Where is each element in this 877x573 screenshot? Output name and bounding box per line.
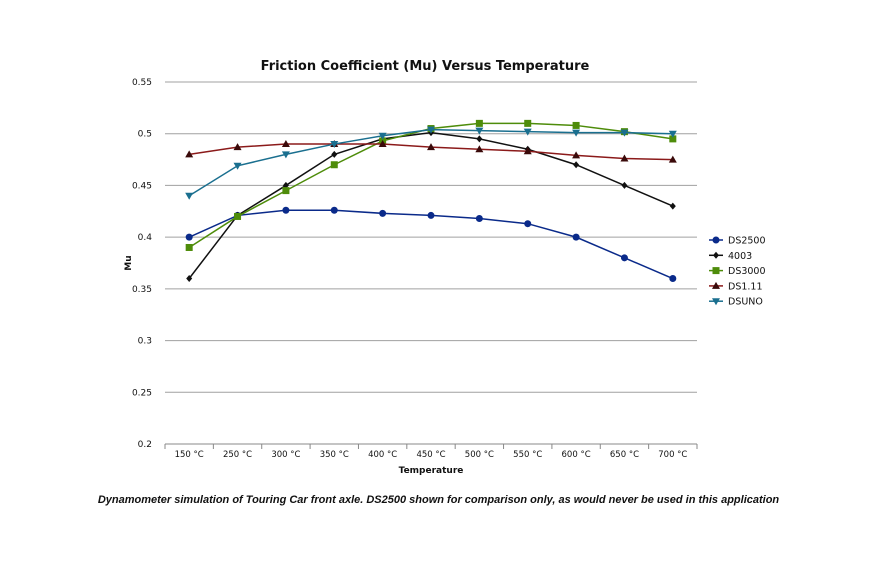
x-tick-label: 650 °C <box>610 450 639 460</box>
x-tick-label: 400 °C <box>368 450 397 460</box>
y-tick-label: 0.45 <box>132 181 152 191</box>
data-point <box>573 161 580 169</box>
x-tick-label: 500 °C <box>465 450 494 460</box>
data-point <box>475 215 483 223</box>
data-point <box>668 130 677 138</box>
data-point <box>379 209 387 217</box>
x-tick-label: 300 °C <box>271 450 300 460</box>
data-point <box>620 254 628 262</box>
x-tick-label: 250 °C <box>223 450 252 460</box>
data-point <box>282 206 290 214</box>
x-tick-label: 550 °C <box>513 450 542 460</box>
data-point <box>185 243 193 251</box>
x-tick-label: 350 °C <box>320 450 349 460</box>
series-4003 <box>186 129 676 283</box>
data-point <box>330 161 338 169</box>
series-dsuno <box>185 126 677 200</box>
data-point <box>475 145 484 153</box>
data-point <box>669 135 677 143</box>
data-point <box>185 233 193 241</box>
data-point <box>186 275 193 283</box>
legend-label: DS3000 <box>728 266 766 277</box>
data-point <box>282 187 290 195</box>
data-point <box>378 140 387 148</box>
data-point <box>233 143 242 151</box>
y-tick-label: 0.3 <box>138 337 152 347</box>
legend-marker <box>712 267 720 275</box>
data-point <box>475 127 484 135</box>
data-point <box>234 212 242 220</box>
legend-label: DSUNO <box>728 297 763 308</box>
y-tick-label: 0.25 <box>132 388 152 398</box>
data-point <box>330 206 338 214</box>
legend-label: DS1.11 <box>728 281 763 292</box>
legend-marker <box>712 281 720 289</box>
data-point <box>669 202 676 210</box>
legend-item: 4003 <box>709 251 752 262</box>
y-tick-label: 0.35 <box>132 285 152 295</box>
data-point <box>427 126 435 134</box>
legend-marker <box>712 236 720 244</box>
series-line <box>188 131 674 279</box>
data-point <box>669 275 677 283</box>
x-axis-label: Temperature <box>399 466 464 476</box>
friction-chart: Friction Coefficient (Mu) Versus Tempera… <box>124 59 766 476</box>
data-point <box>523 147 532 155</box>
data-point <box>476 135 483 143</box>
x-tick-label: 450 °C <box>416 450 445 460</box>
y-tick-label: 0.2 <box>138 440 152 450</box>
x-tick-label: 600 °C <box>562 450 591 460</box>
data-point <box>281 151 290 159</box>
data-point <box>524 119 532 127</box>
series-ds2500 <box>185 206 677 283</box>
data-point <box>185 192 194 200</box>
data-point <box>668 155 677 163</box>
data-point <box>523 128 532 136</box>
y-tick-label: 0.55 <box>132 78 152 88</box>
data-point <box>620 154 629 162</box>
data-point <box>427 143 435 151</box>
legend-item: DSUNO <box>709 297 763 308</box>
legend-item: DS2500 <box>709 236 766 247</box>
data-point <box>331 150 338 158</box>
legend-label: DS2500 <box>728 236 766 247</box>
data-point <box>475 119 483 127</box>
y-axis-label: Mu <box>124 255 134 270</box>
legend-item: DS3000 <box>709 266 766 277</box>
legend-marker <box>712 298 720 306</box>
chart-caption: Dynamometer simulation of Touring Car fr… <box>97 494 780 506</box>
legend-item: DS1.11 <box>709 281 763 292</box>
x-tick-label: 700 °C <box>658 450 687 460</box>
data-point <box>524 220 532 228</box>
data-point <box>620 129 629 137</box>
data-point <box>185 150 194 158</box>
data-point <box>330 141 339 149</box>
chart-title: Friction Coefficient (Mu) Versus Tempera… <box>261 59 590 74</box>
legend-marker <box>713 251 719 259</box>
data-point <box>572 129 581 137</box>
legend-label: 4003 <box>728 251 752 262</box>
data-point <box>572 151 581 159</box>
data-point <box>427 211 435 219</box>
series-ds111 <box>185 140 677 163</box>
series-line <box>188 209 674 280</box>
x-tick-label: 150 °C <box>175 450 204 460</box>
data-point <box>233 162 242 170</box>
data-point <box>572 121 580 129</box>
data-point <box>378 132 387 140</box>
data-point <box>281 140 290 148</box>
data-point <box>621 181 628 189</box>
y-tick-label: 0.4 <box>138 233 153 243</box>
data-point <box>572 233 580 241</box>
y-tick-label: 0.5 <box>138 130 152 140</box>
